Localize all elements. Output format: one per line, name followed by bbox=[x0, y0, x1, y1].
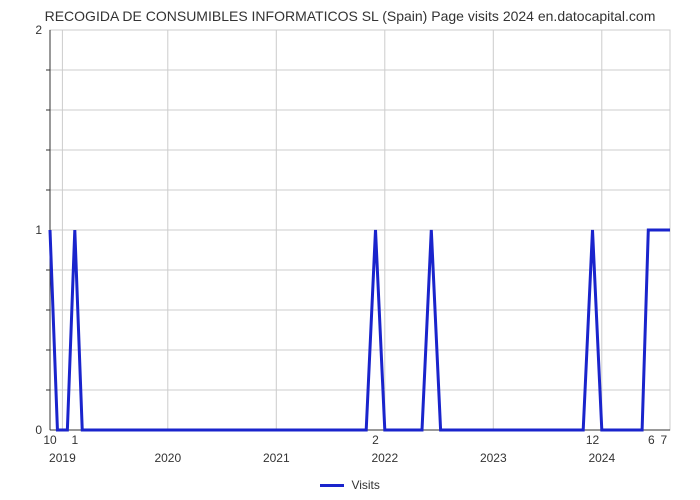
svg-text:10: 10 bbox=[43, 433, 57, 447]
svg-text:2019: 2019 bbox=[49, 451, 76, 465]
legend-label: Visits bbox=[351, 478, 379, 492]
svg-text:0: 0 bbox=[35, 423, 42, 437]
svg-text:1: 1 bbox=[35, 223, 42, 237]
legend-swatch bbox=[320, 484, 344, 487]
svg-text:2024: 2024 bbox=[588, 451, 615, 465]
svg-text:2023: 2023 bbox=[480, 451, 507, 465]
visits-chart: RECOGIDA DE CONSUMIBLES INFORMATICOS SL … bbox=[0, 0, 700, 500]
svg-text:2022: 2022 bbox=[371, 451, 398, 465]
svg-text:2020: 2020 bbox=[154, 451, 181, 465]
svg-text:2: 2 bbox=[35, 23, 42, 37]
svg-text:1: 1 bbox=[71, 433, 78, 447]
svg-text:2: 2 bbox=[372, 433, 379, 447]
svg-text:7: 7 bbox=[660, 433, 667, 447]
chart-legend: Visits bbox=[0, 477, 700, 492]
svg-text:12: 12 bbox=[586, 433, 600, 447]
chart-plot: 01210121267201920202021202220232024 bbox=[10, 20, 690, 480]
svg-text:6: 6 bbox=[648, 433, 655, 447]
svg-text:2021: 2021 bbox=[263, 451, 290, 465]
